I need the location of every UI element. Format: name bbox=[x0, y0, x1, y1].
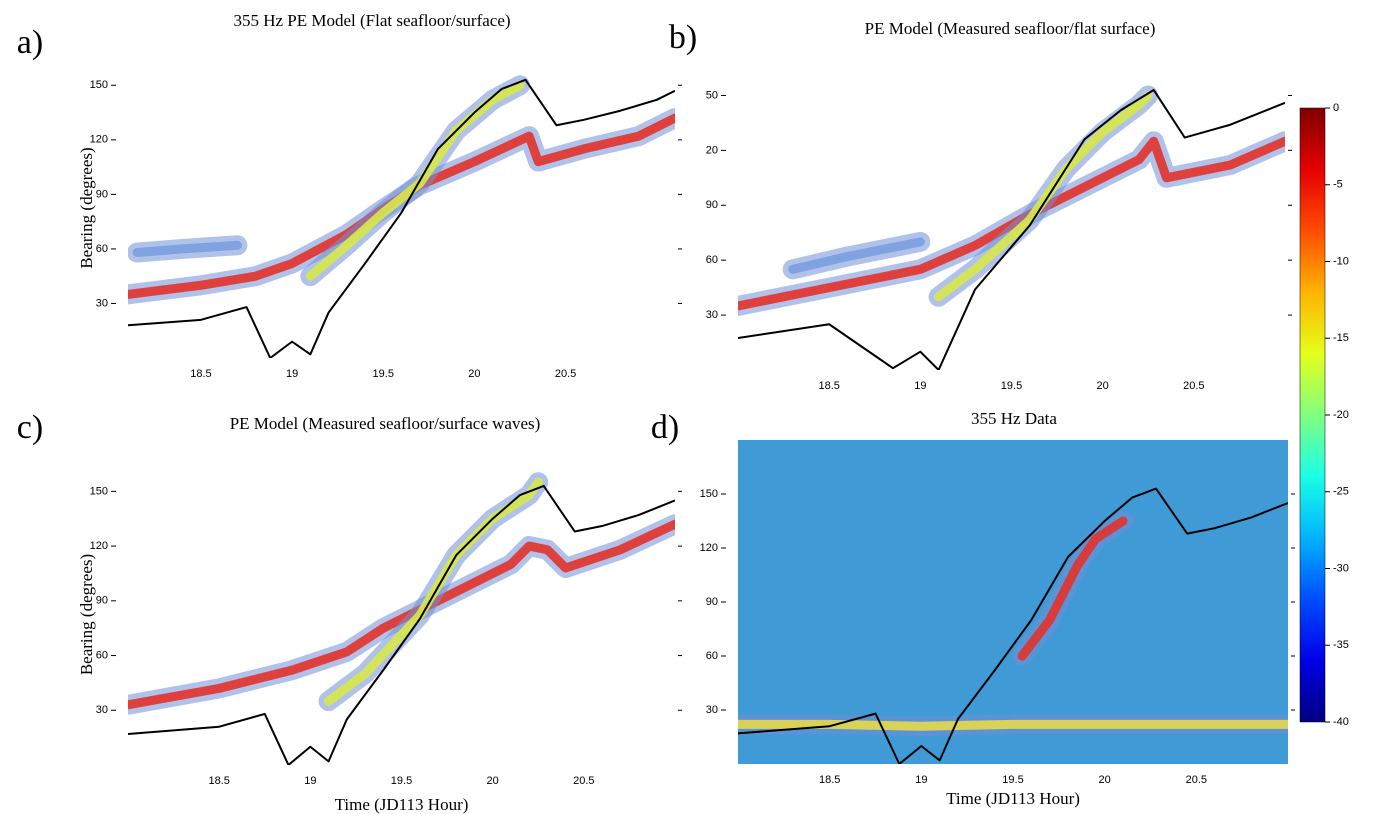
y-tick-label: 120 bbox=[90, 134, 108, 146]
y-tick-label: 150 bbox=[90, 79, 108, 91]
band bbox=[1017, 516, 1128, 661]
x-tick-label: 20 bbox=[487, 775, 499, 787]
panel-label: b) bbox=[669, 19, 697, 56]
y-tick-label: 50 bbox=[706, 89, 718, 101]
x-tick-label: 20.5 bbox=[1186, 774, 1207, 786]
x-tick-label: 19.5 bbox=[373, 368, 394, 380]
colorbar-tick-label: -25 bbox=[1333, 486, 1349, 498]
y-tick-label: 150 bbox=[700, 488, 718, 500]
plot-background bbox=[738, 440, 1288, 764]
panel-label: a) bbox=[17, 24, 43, 61]
band bbox=[128, 519, 675, 710]
x-axis-label: Time (JD113 Hour) bbox=[335, 795, 469, 814]
colorbar-tick-label: -10 bbox=[1333, 255, 1349, 267]
x-axis-label: Time (JD113 Hour) bbox=[946, 789, 1080, 808]
x-tick-label: 20 bbox=[1099, 774, 1111, 786]
y-axis-label: Bearing (degrees) bbox=[77, 147, 96, 268]
colorbar-tick-label: -5 bbox=[1333, 179, 1343, 191]
y-tick-label: 30 bbox=[96, 297, 108, 309]
x-tick-label: 19.5 bbox=[1001, 380, 1022, 392]
y-axis-label: Bearing (degrees) bbox=[77, 554, 96, 675]
x-tick-label: 20.5 bbox=[573, 775, 594, 787]
y-tick-label: 90 bbox=[96, 188, 108, 200]
x-tick-label: 20 bbox=[468, 368, 480, 380]
band bbox=[305, 80, 525, 281]
band bbox=[788, 237, 925, 274]
track-line bbox=[128, 484, 675, 765]
track-line bbox=[128, 78, 675, 358]
colorbar bbox=[1299, 107, 1326, 723]
y-tick-label: 60 bbox=[96, 649, 108, 661]
track-line bbox=[738, 487, 1288, 764]
y-tick-label: 120 bbox=[90, 540, 108, 552]
x-tick-label: 19 bbox=[286, 368, 298, 380]
x-tick-label: 20 bbox=[1097, 380, 1109, 392]
x-tick-label: 19 bbox=[914, 380, 926, 392]
y-tick-label: 90 bbox=[706, 596, 718, 608]
x-tick-label: 19 bbox=[304, 775, 316, 787]
y-tick-label: 30 bbox=[706, 704, 718, 716]
panel-label: d) bbox=[651, 409, 679, 446]
colorbar-tick-label: -15 bbox=[1333, 332, 1349, 344]
y-tick-label: 90 bbox=[706, 199, 718, 211]
y-tick-label: 60 bbox=[96, 243, 108, 255]
x-tick-label: 20.5 bbox=[1183, 380, 1204, 392]
x-tick-label: 18.5 bbox=[190, 368, 211, 380]
band bbox=[738, 136, 1285, 311]
colorbar-tick-label: -40 bbox=[1333, 716, 1349, 728]
panel-title: PE Model (Measured seafloor/flat surface… bbox=[865, 19, 1156, 38]
panel-title: 355 Hz Data bbox=[971, 409, 1057, 428]
y-tick-label: 90 bbox=[96, 595, 108, 607]
y-tick-label: 150 bbox=[90, 485, 108, 497]
x-tick-label: 20.5 bbox=[555, 368, 576, 380]
x-tick-label: 18.5 bbox=[818, 380, 839, 392]
x-tick-label: 18.5 bbox=[819, 774, 840, 786]
x-tick-label: 19 bbox=[915, 774, 927, 786]
colorbar-tick-label: 0 bbox=[1333, 102, 1339, 114]
y-tick-label: 120 bbox=[700, 542, 718, 554]
colorbar-tick-label: -35 bbox=[1333, 639, 1349, 651]
panel-title: PE Model (Measured seafloor/surface wave… bbox=[230, 414, 541, 433]
band bbox=[738, 719, 1288, 731]
y-tick-label: 20 bbox=[706, 144, 718, 156]
y-tick-label: 30 bbox=[706, 309, 718, 321]
x-tick-label: 19.5 bbox=[391, 775, 412, 787]
panel-title: 355 Hz PE Model (Flat seafloor/surface) bbox=[233, 11, 510, 30]
band bbox=[132, 240, 242, 258]
colorbar-tick-label: -20 bbox=[1333, 409, 1349, 421]
y-tick-label: 60 bbox=[706, 254, 718, 266]
y-tick-label: 60 bbox=[706, 650, 718, 662]
x-tick-label: 18.5 bbox=[208, 775, 229, 787]
panel-label: c) bbox=[17, 409, 43, 446]
y-tick-label: 30 bbox=[96, 704, 108, 716]
track-line bbox=[738, 88, 1285, 370]
x-tick-label: 19.5 bbox=[1002, 774, 1023, 786]
colorbar-tick-label: -30 bbox=[1333, 562, 1349, 574]
